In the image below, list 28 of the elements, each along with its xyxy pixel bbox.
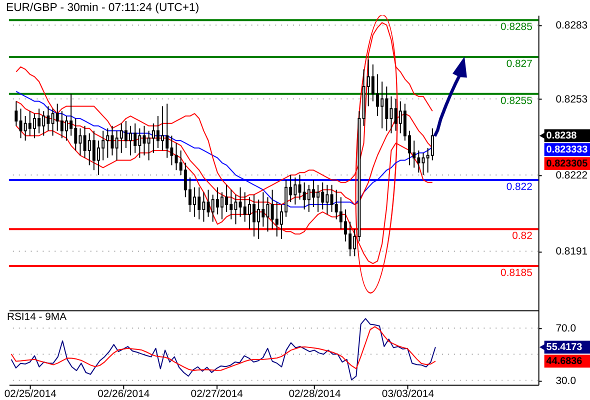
y-tick-label: 30.0: [556, 376, 576, 387]
text: 0.8238: [546, 130, 578, 142]
y-tick-label: 70.0: [556, 324, 576, 335]
candlestick: [422, 152, 425, 176]
x-tick-label: 02/26/2014: [98, 389, 150, 400]
candlestick: [430, 128, 434, 161]
chart-title: RSI14 - 9MA: [6, 312, 67, 324]
ref-line-label: 0.822: [506, 182, 533, 193]
y-tick-label: 0.8253: [556, 94, 588, 106]
text: 55.4173: [546, 342, 583, 354]
text: 0.823305: [546, 158, 588, 170]
ref-line-label: 0.8285: [500, 22, 533, 34]
candlestick: [14, 100, 18, 126]
x-tick-label: 02/25/2014: [4, 389, 57, 400]
y-tick-label: 0.8283: [556, 20, 588, 32]
ref-line-label: 0.8185: [500, 268, 533, 279]
y-tick-label: 0.8222: [556, 170, 588, 182]
y-tick-label: 0.8191: [556, 246, 588, 258]
ref-line-label: 0.827: [506, 58, 533, 70]
line-series: [10, 326, 436, 372]
text: 44.6836: [546, 356, 583, 368]
x-tick-label: 03/03/2014: [382, 389, 434, 400]
x-tick-label: 02/28/2014: [288, 389, 341, 400]
ref-line-label: 0.82: [512, 231, 533, 242]
x-tick-label: 02/27/2014: [190, 389, 244, 400]
text: 0.823333: [546, 144, 588, 156]
chart-title: EUR/GBP - 30min - 07:11:24 (UTC+1): [6, 2, 200, 14]
ref-line-label: 0.8255: [500, 96, 533, 107]
